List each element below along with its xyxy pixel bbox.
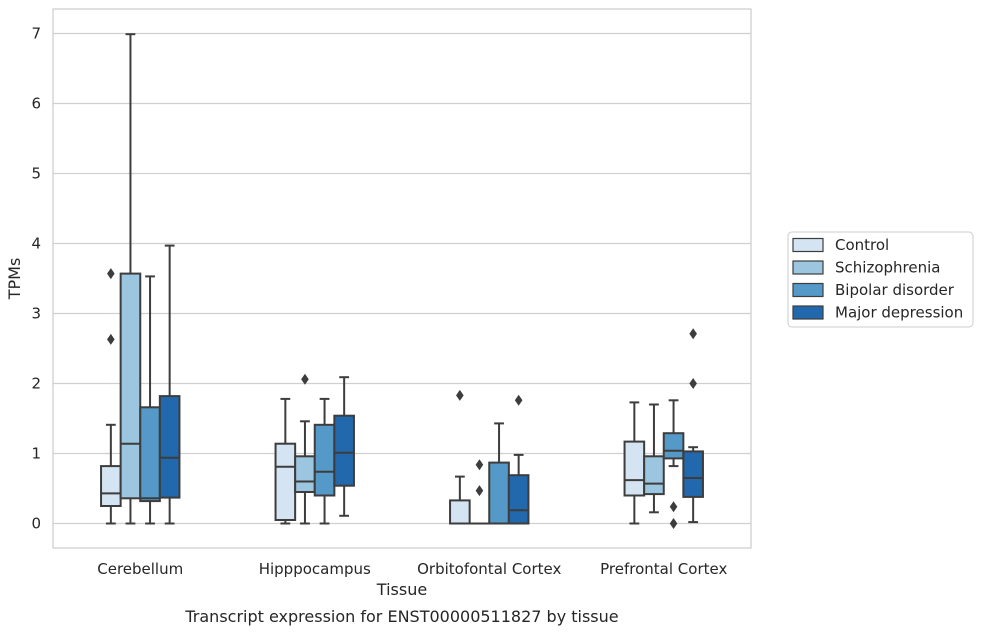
box-plots <box>100 33 704 529</box>
legend-label: Schizophrenia <box>835 259 940 277</box>
box-1-1 <box>294 373 316 525</box>
plot-area <box>52 8 752 549</box>
outlier-point <box>456 389 464 401</box>
box-1-3 <box>333 376 355 517</box>
y-axis-ticks: 0 1 2 3 4 5 6 7 <box>31 25 41 533</box>
outlier-point <box>514 394 523 406</box>
box-body <box>274 442 297 522</box>
x-axis-label: Tissue <box>376 580 427 599</box>
box-body <box>158 395 181 499</box>
outlier-point <box>107 333 115 345</box>
legend-swatch <box>792 260 824 275</box>
box-3-2 <box>662 399 685 529</box>
legend-label: Major depression <box>835 304 963 322</box>
legend-frame <box>787 231 974 328</box>
x-axis-ticks: Cerebellum Hipppocampus Orbitofontal Corte… <box>97 560 727 578</box>
outlier-point <box>689 328 697 340</box>
box-0-0 <box>100 268 122 525</box>
y-tick-label: 5 <box>31 165 41 183</box>
box-2-1 <box>468 459 491 525</box>
legend-swatch <box>792 282 824 298</box>
box-body <box>662 432 685 460</box>
legend-swatch <box>792 305 824 320</box>
legend: Control Schizophrenia Bipolar disorder Majo… <box>787 231 974 328</box>
box-2-3 <box>507 394 530 525</box>
box-3-3 <box>682 328 704 524</box>
box-body <box>643 455 665 496</box>
box-body <box>507 474 530 525</box>
box-0-1 <box>119 33 142 525</box>
y-tick-label: 2 <box>31 375 41 393</box>
x-tick-label: Hipppocampus <box>259 560 371 578</box>
outlier-point <box>689 378 697 389</box>
box-body <box>333 414 355 487</box>
legend-item: Bipolar disorder <box>792 281 955 299</box>
y-tick-label: 0 <box>31 515 41 533</box>
x-tick-label: Orbitofontal Cortex <box>417 560 561 578</box>
box-body <box>100 465 122 508</box>
y-tick-label: 6 <box>31 95 41 113</box>
box-body <box>449 499 471 525</box>
legend-item: Schizophrenia <box>792 259 940 277</box>
outlier-point <box>669 518 678 529</box>
outlier-point <box>475 459 484 471</box>
outlier-point <box>301 373 309 385</box>
y-tick-label: 1 <box>31 445 41 463</box>
box-0-2 <box>139 275 161 525</box>
legend-swatch <box>792 237 824 253</box>
box-body <box>119 272 142 500</box>
box-1-2 <box>313 397 336 525</box>
box-body <box>313 423 336 497</box>
y-tick-label: 4 <box>31 235 41 253</box>
box-body <box>623 440 646 497</box>
legend-label: Control <box>835 236 889 254</box>
box-2-2 <box>488 422 510 525</box>
box-3-0 <box>623 401 646 525</box>
box-body <box>682 450 704 498</box>
y-tick-label: 3 <box>31 305 41 323</box>
y-axis-label: TPMs <box>5 258 24 301</box>
box-1-0 <box>274 397 297 525</box>
legend-item: Control <box>792 236 889 254</box>
x-tick-label: Prefrontal Cortex <box>600 560 727 578</box>
outlier-point <box>669 501 678 513</box>
x-tick-label: Cerebellum <box>97 560 183 578</box>
legend-item: Major depression <box>792 304 963 322</box>
box-2-0 <box>449 389 471 525</box>
box-body <box>488 461 510 525</box>
legend-label: Bipolar disorder <box>835 281 955 299</box>
box-0-3 <box>158 244 181 525</box>
box-body <box>139 406 161 503</box>
y-tick-label: 7 <box>31 25 41 43</box>
box-body <box>294 455 316 493</box>
outlier-point <box>475 485 484 497</box>
chart-caption: Transcript expression for ENST0000051182… <box>184 607 618 626</box>
outlier-point <box>107 268 115 280</box>
box-3-1 <box>643 403 665 514</box>
